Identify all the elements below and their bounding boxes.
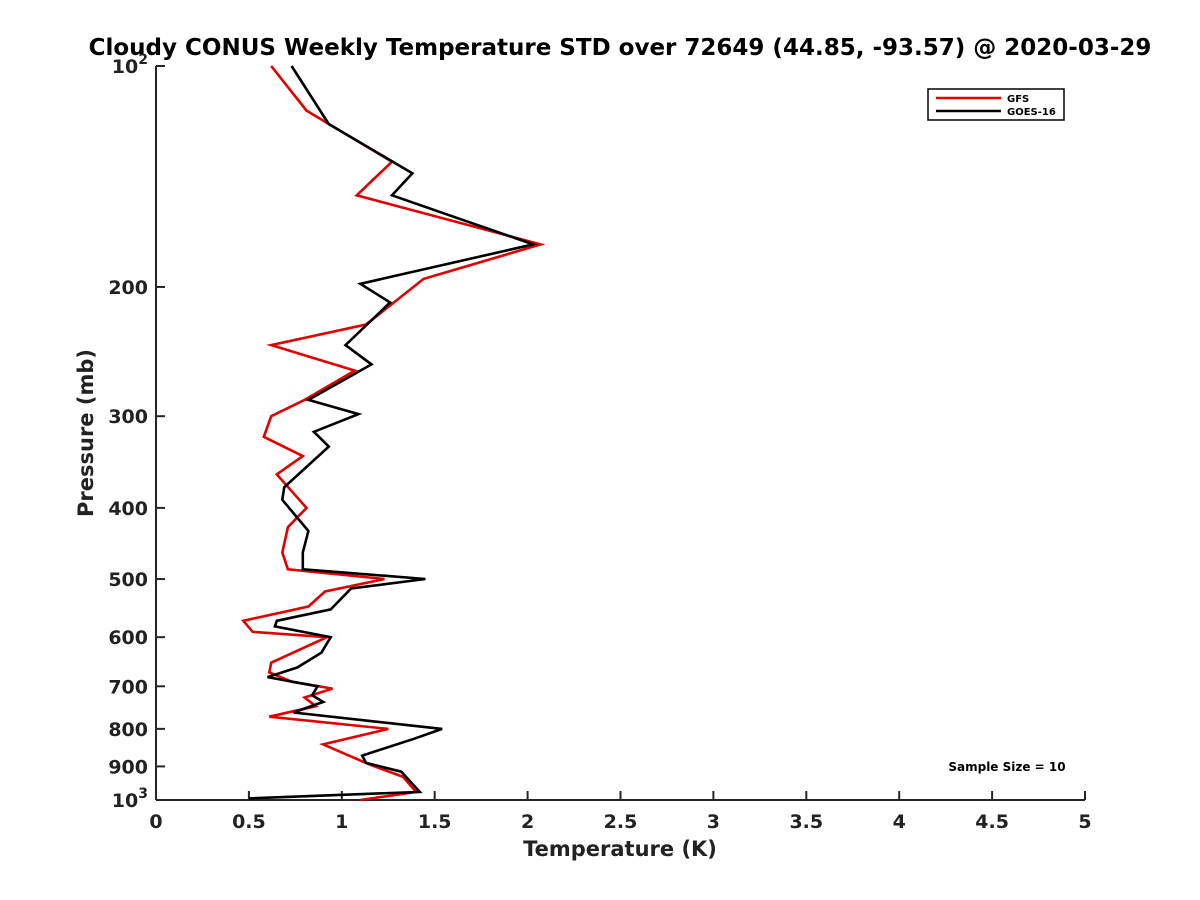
legend-label: GFS <box>1007 94 1029 105</box>
legend-box <box>927 88 1065 121</box>
x-tick-label: 2.5 <box>604 811 638 833</box>
x-tick-label: 3 <box>707 811 720 833</box>
series-line-goes16 <box>248 65 538 800</box>
x-tick-label: 5 <box>1078 811 1091 833</box>
x-tick-label: 1 <box>335 811 348 833</box>
y-tick-label: 300 <box>108 406 148 428</box>
series-line-gfs <box>240 65 546 802</box>
x-tick-label: 4.5 <box>975 811 1009 833</box>
legend: GFS GOES-16 <box>927 88 1065 121</box>
x-tick-label: 0.5 <box>232 811 266 833</box>
series-layer <box>240 65 546 802</box>
chart-title: Cloudy CONUS Weekly Temperature STD over… <box>89 35 1152 61</box>
y-axis-label: Pressure (mb) <box>74 349 98 517</box>
y-tick-label: 400 <box>108 498 148 520</box>
y-tick-label: 500 <box>108 569 148 591</box>
y-tick-label: 700 <box>108 676 148 698</box>
y-tick-label: 103 <box>112 786 148 812</box>
y-tick-label: 800 <box>108 719 148 741</box>
axes: 0 0.5 1 1.5 2 2.5 3 3.5 4 4.5 5 102 200 300 400 500 600 7… <box>108 52 1091 833</box>
y-tick-label: 900 <box>108 756 148 778</box>
y-tick-label: 200 <box>108 277 148 299</box>
x-tick-label: 3.5 <box>789 811 823 833</box>
sample-size-annotation: Sample Size = 10 <box>948 760 1065 774</box>
x-tick-label: 4 <box>893 811 906 833</box>
x-axis-label: Temperature (K) <box>523 837 717 861</box>
x-tick-label: 0 <box>149 811 162 833</box>
y-tick-label: 600 <box>108 627 148 649</box>
x-tick-label: 2 <box>521 811 534 833</box>
y-tick-label: 102 <box>112 52 148 78</box>
legend-label: GOES-16 <box>1007 107 1056 118</box>
x-tick-label: 1.5 <box>418 811 452 833</box>
